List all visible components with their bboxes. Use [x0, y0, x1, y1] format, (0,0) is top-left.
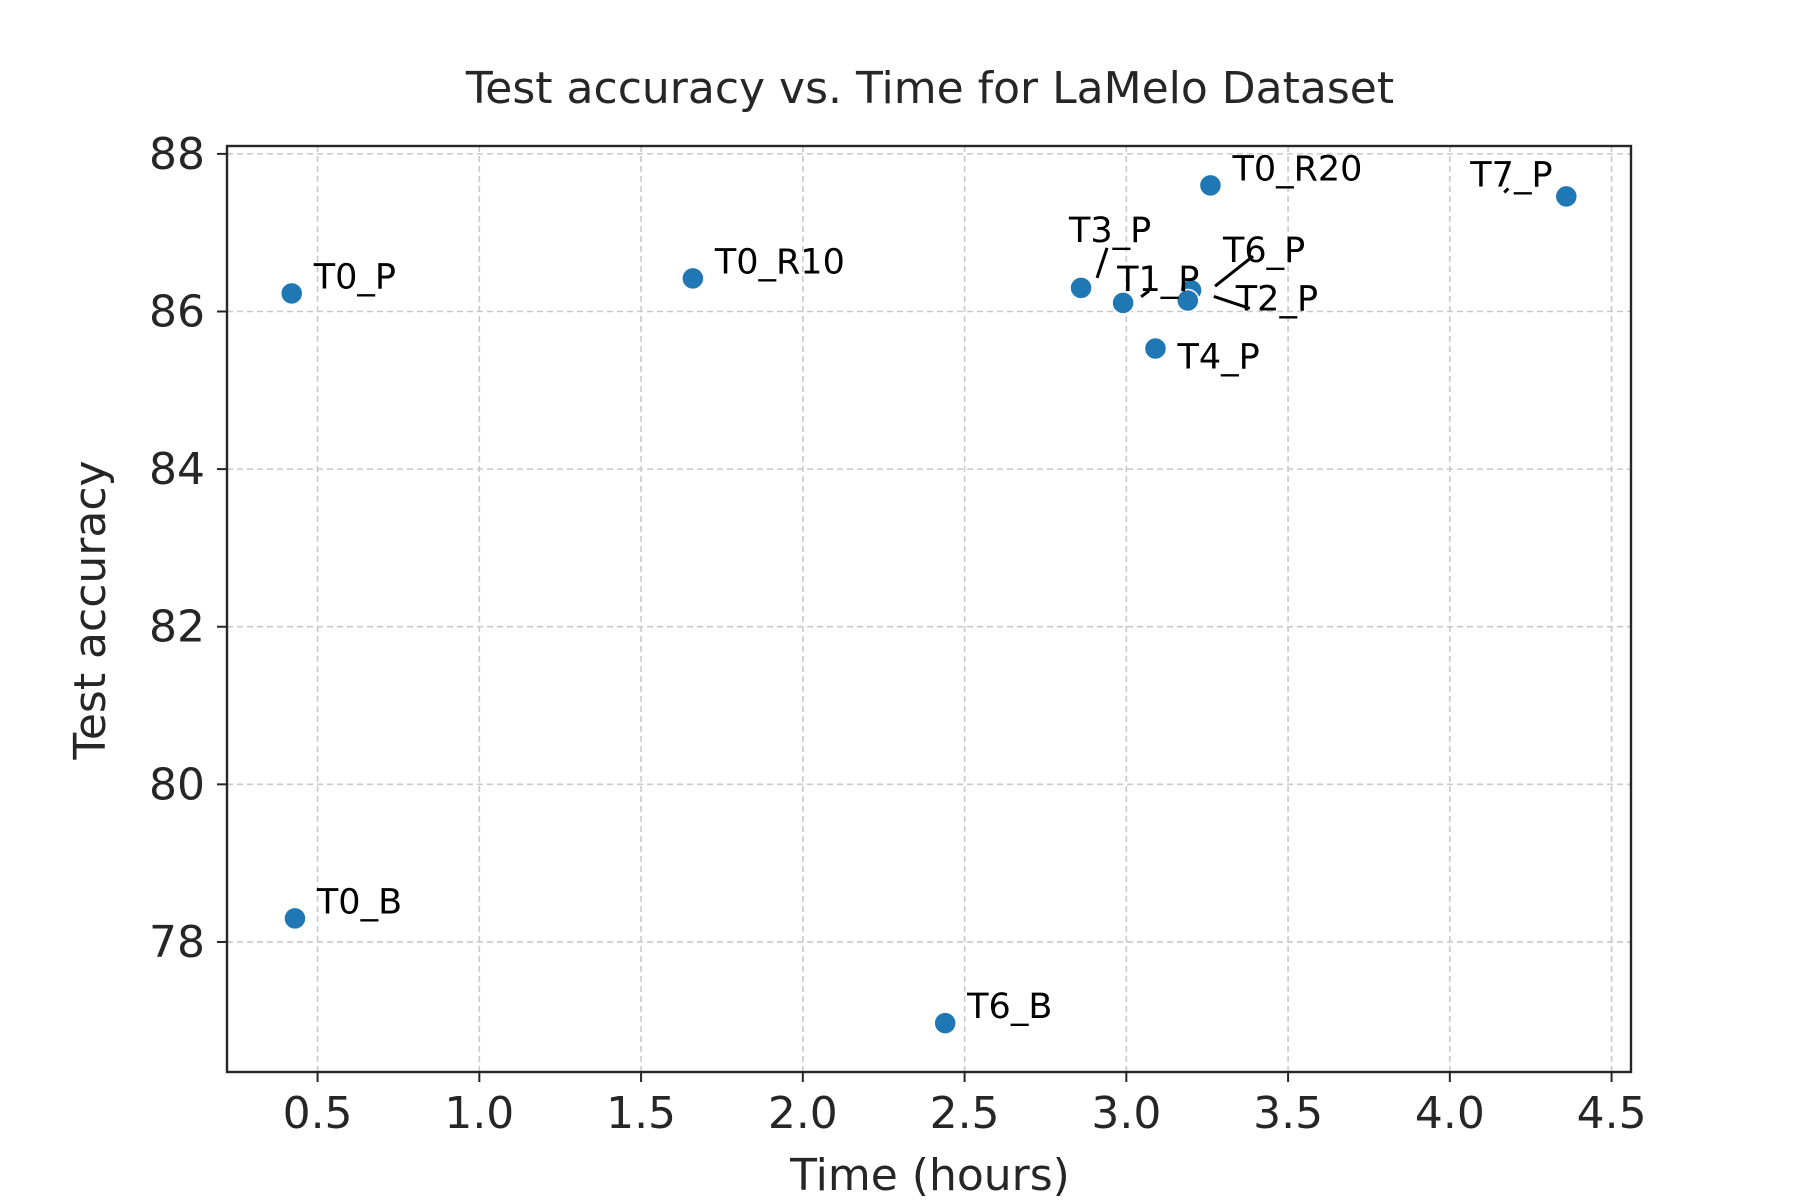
x-tick-label: 0.5	[283, 1088, 353, 1139]
y-tick-label: 78	[149, 917, 205, 968]
y-tick-label: 84	[149, 444, 205, 495]
point-label: T0_B	[316, 882, 402, 922]
plot-frame	[225, 144, 1633, 1074]
x-tick-label: 3.5	[1253, 1088, 1323, 1139]
point-labels: T0_P T0_B T0_R10 T6_B T3_P T1_P T4_P T6_P T2_P T0…	[313, 149, 1553, 1027]
label-leader-line	[1503, 187, 1510, 194]
data-point	[933, 1011, 957, 1035]
data-points	[279, 173, 1579, 1035]
data-point	[1176, 288, 1200, 313]
point-label: T6_P	[1222, 231, 1305, 271]
label-leaders	[1095, 187, 1510, 310]
label-leader-line	[1095, 247, 1109, 279]
point-label: T3_P	[1068, 211, 1151, 251]
data-point	[1198, 173, 1223, 198]
data-point	[1069, 276, 1093, 300]
label-leader-line	[1214, 255, 1254, 288]
data-point	[681, 266, 705, 291]
grid-lines	[227, 146, 1631, 1072]
x-tick-label: 2.5	[930, 1088, 1000, 1139]
data-point	[283, 906, 307, 931]
y-tick-label: 88	[149, 129, 205, 180]
point-label: T4_P	[1176, 338, 1259, 378]
y-tick-label: 86	[149, 286, 205, 337]
point-label: T0_R10	[714, 242, 845, 282]
chart-title: Test accuracy vs. Time for LaMelo Datase…	[465, 63, 1394, 114]
data-point	[279, 281, 304, 306]
point-label: T0_R20	[1231, 149, 1362, 189]
data-point	[1111, 291, 1135, 315]
y-tick-label: 82	[149, 602, 205, 653]
data-point	[1143, 336, 1168, 361]
x-tick-label: 4.5	[1577, 1088, 1647, 1139]
y-tick-label: 80	[149, 759, 205, 810]
label-leader-line	[1140, 289, 1151, 299]
x-tick-label: 3.0	[1091, 1088, 1161, 1139]
label-leader-line	[1213, 295, 1251, 310]
point-label: T1_P	[1116, 260, 1199, 300]
x-axis-title: Time (hours)	[789, 1150, 1070, 1200]
x-tick-label: 1.5	[606, 1088, 676, 1139]
point-label: T6_B	[966, 987, 1052, 1027]
x-tick-label: 1.0	[444, 1088, 514, 1139]
point-label: T2_P	[1235, 279, 1318, 319]
y-axis-title: Test accuracy	[65, 460, 116, 760]
x-tick-label: 2.0	[768, 1088, 838, 1139]
axes: 0.5 1.0 1.5 2.0 2.5 3.0 3.5 4.0 4.5 78 80 82 84 86 88	[149, 129, 1647, 1139]
x-tick-label: 4.0	[1415, 1088, 1485, 1139]
point-label: T0_P	[313, 257, 396, 297]
data-point	[1554, 184, 1579, 209]
point-label: T7_P	[1469, 155, 1552, 195]
